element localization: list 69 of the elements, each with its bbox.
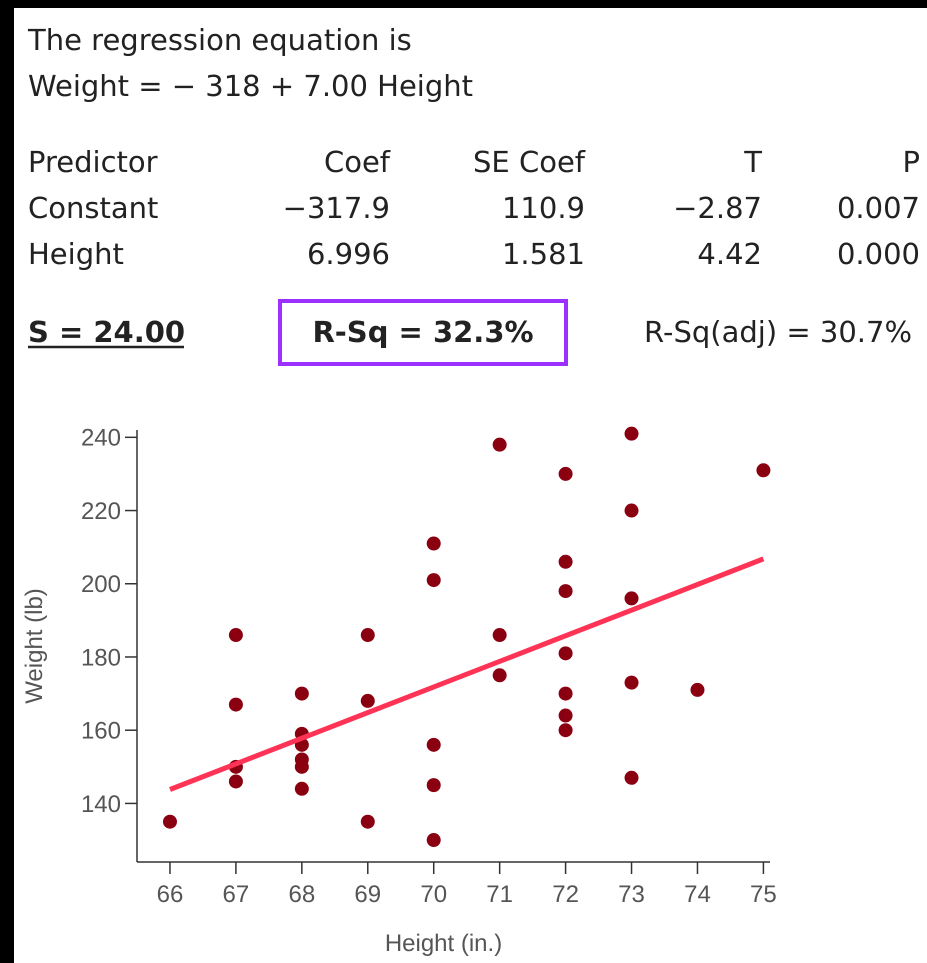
- y-tick-label: 140: [80, 790, 121, 818]
- point: [558, 723, 573, 738]
- x-tick-label: 70: [420, 881, 448, 908]
- text: R-Sq(adj) = 30.7%: [644, 315, 912, 349]
- point: [426, 833, 441, 848]
- y-tick-label: 160: [80, 718, 121, 745]
- text: −317.9: [282, 191, 390, 225]
- x-tick-label: 68: [288, 881, 316, 908]
- text: T: [743, 145, 762, 179]
- y-tick-label: 240: [80, 424, 121, 452]
- x-tick-label: 72: [552, 881, 579, 908]
- point: [426, 536, 441, 550]
- y-tick-label: 180: [80, 644, 121, 672]
- text: 6.996: [306, 237, 390, 271]
- point: [228, 698, 243, 712]
- x-tick-label: 71: [486, 881, 514, 908]
- y-axis-title: Weight (lb): [21, 588, 48, 704]
- x-axis-title: Height (in.): [384, 930, 502, 957]
- x-tick-label: 66: [156, 881, 184, 908]
- point: [294, 686, 309, 701]
- text: Weight = − 318 + 7.00 Height: [28, 69, 474, 103]
- point: [558, 646, 573, 660]
- text: P: [902, 145, 920, 179]
- point: [426, 573, 441, 588]
- point: [624, 676, 639, 690]
- x-tick-label: 67: [222, 881, 250, 908]
- y-tick-label: 220: [80, 498, 121, 525]
- text: 110.9: [502, 191, 585, 225]
- point: [492, 668, 507, 682]
- text: 4.42: [697, 237, 762, 271]
- point: [624, 504, 639, 518]
- x-tick-label: 73: [618, 881, 645, 908]
- point: [294, 782, 309, 796]
- point: [558, 686, 573, 701]
- point: [360, 628, 375, 642]
- text: The regression equation is: [27, 23, 412, 57]
- x-tick-label: 75: [750, 881, 777, 908]
- point: [426, 778, 441, 792]
- text: SE Coef: [473, 145, 586, 179]
- text: Constant: [28, 191, 158, 225]
- point: [756, 463, 770, 478]
- text: −2.87: [673, 191, 762, 225]
- text: 1.581: [502, 237, 585, 271]
- text: Predictor: [28, 145, 158, 179]
- point: [624, 426, 639, 441]
- x-tick-label: 74: [684, 881, 711, 908]
- text: Coef: [324, 145, 391, 179]
- text: 0.007: [836, 191, 920, 225]
- point: [558, 554, 573, 569]
- point: [426, 738, 441, 752]
- point: [558, 466, 573, 481]
- point: [492, 438, 507, 452]
- point: [558, 584, 573, 598]
- point: [360, 694, 375, 708]
- point: [624, 591, 639, 606]
- text: Height: [28, 237, 124, 271]
- point: [360, 814, 375, 829]
- point: [690, 682, 704, 697]
- y-tick-label: 200: [80, 571, 121, 598]
- point: [228, 628, 243, 642]
- point: [162, 814, 177, 829]
- text: R-Sq = 32.3%: [312, 315, 534, 349]
- point: [624, 770, 639, 785]
- x-tick-label: 69: [354, 881, 382, 908]
- text: 0.000: [836, 237, 920, 271]
- point: [228, 774, 243, 788]
- text: S = 24.00: [28, 315, 186, 349]
- point: [492, 628, 507, 642]
- point: [558, 708, 573, 723]
